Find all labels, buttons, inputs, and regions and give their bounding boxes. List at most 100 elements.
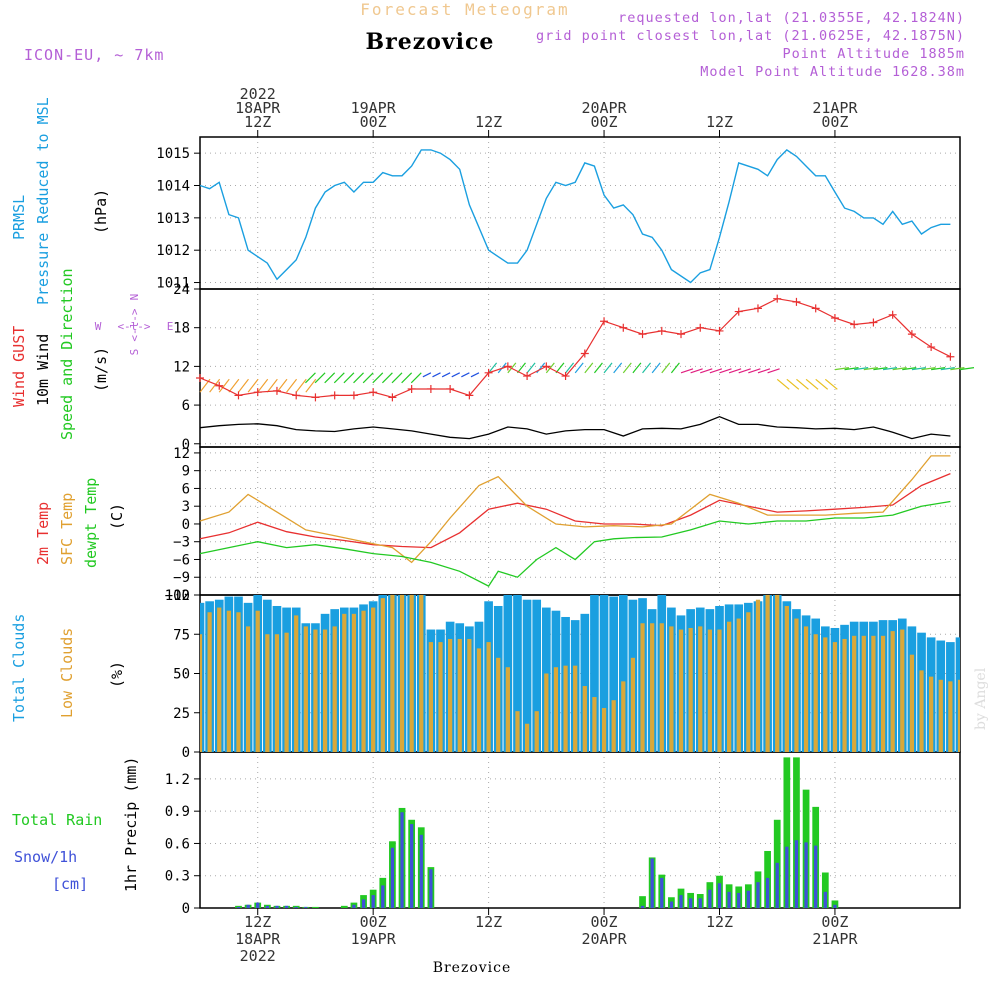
wind-direction-arrow [911,367,926,371]
low-cloud-bar [669,626,674,752]
snow-bar [833,904,837,908]
wind-gust-marker [196,373,204,382]
low-cloud-bar [217,607,222,752]
low-cloud-bar [611,700,616,752]
wind-direction-arrow [432,372,441,378]
snow-bar [688,898,693,908]
low-cloud-bar [284,632,289,752]
wind-direction-arrow [343,372,355,384]
y-tick-label: 3 [182,499,190,515]
low-cloud-bar [909,654,915,752]
wind-gust-marker [792,297,801,306]
wind-gust-marker [388,393,397,402]
requested-coordinates: requested lon,lat (21.0355E, 42.1824N) [618,10,965,26]
x-tick-label-bottom: 21APR [812,930,858,948]
snow-bar [746,890,750,908]
snow-bar [371,895,375,908]
wind-direction-arrow [441,372,451,378]
low-cloud-bar [274,634,280,752]
wind-10m-line [199,415,951,440]
super-title: Forecast Meteogram [360,0,569,19]
snow-bar [804,842,808,908]
low-cloud-bar [871,635,876,752]
wind-gust-line [199,298,951,398]
temp-dewpt-label: dewpt Temp [82,478,100,568]
low-cloud-bar [842,638,847,752]
snow-bar [381,885,385,908]
low-cloud-bar [207,612,212,752]
compass-north: N [128,294,141,301]
y-tick-label: 1.2 [165,772,190,788]
x-tick-label-top: 21APR [812,99,858,117]
low-cloud-bar [313,629,318,752]
x-tick-label-top: 18APR [235,99,281,117]
wind-gust-marker [600,317,609,326]
wind-direction-arrow [892,367,907,371]
wind-direction-arrow [902,367,917,371]
total-cloud-bar [618,595,628,752]
wind-direction-arrow [372,372,384,384]
wind-direction-arrow [238,378,249,393]
snow-bar [679,895,683,908]
location-title: Brezovice [366,29,495,55]
snow-bar [236,906,241,908]
snow-bar [765,877,770,908]
x-tick-label-top: 20APR [581,99,627,117]
pressure-label-prmsl: PRMSL [10,195,28,240]
low-cloud-bar [746,612,751,752]
wind-gust-marker [465,391,474,400]
wind-direction-arrow [305,372,316,384]
y-tick-label: −12 [165,588,190,604]
low-cloud-bar [726,621,732,752]
low-cloud-bar [380,598,385,752]
temp-unit: (C) [108,503,126,530]
wind-direction-arrow [603,362,613,374]
wind-direction-arrow [276,378,288,393]
low-cloud-bar [813,634,818,752]
total-cloud-bar [513,595,522,752]
snow-bar [284,905,289,908]
wind-gust-marker [946,352,955,361]
rain-bar [639,896,646,908]
grid-point-coordinates: grid point closest lon,lat (21.0625E, 42… [536,28,965,44]
low-cloud-bar [717,629,722,752]
wind-direction-arrow [959,367,975,371]
y-tick-label: 1015 [156,146,190,162]
wind-gust-marker [753,304,762,313]
x-tick-label-top: 00Z [360,113,387,131]
low-cloud-bar [784,605,789,752]
wind-direction-arrow [324,372,336,384]
wind-direction-arrow [247,378,259,393]
y-tick-label: 0 [182,901,190,917]
wind-direction-arrow [362,372,374,384]
snow-bar [361,899,366,908]
temp-sfc-label: SFC Temp [58,493,76,565]
snow-bar [256,902,260,908]
snow-bar [640,905,645,908]
low-cloud-bar [399,595,405,752]
wind-direction-arrow [613,362,623,374]
wind-gust-marker [215,381,224,390]
snow-bar [717,883,722,908]
wind-direction-arrow [470,372,480,378]
snow-label: Snow/1h [14,848,77,866]
wind-direction-arrow [882,367,898,371]
low-cloud-bar [573,665,578,752]
temperature-line-sfc [199,455,951,564]
wind-gust-marker [677,330,686,339]
low-cloud-bar [698,626,703,752]
wind-direction-arrow [815,378,829,390]
low-cloud-bar [496,657,501,752]
y-tick-label: 12 [173,446,190,462]
x-tick-label-bottom: 18APR [235,930,281,948]
low-cloud-bar [592,697,597,752]
rain-bar [783,757,791,908]
temp-2m-label: 2m Temp [34,502,52,565]
total-rain-label: Total Rain [12,811,102,829]
total-cloud-bar [580,613,590,752]
x-tick-label-bottom: 00Z [360,913,387,931]
snow-bar [390,847,395,908]
wind-direction-arrow [574,362,584,374]
wind-direction-arrow [632,362,642,374]
low-cloud-bar [861,635,866,752]
